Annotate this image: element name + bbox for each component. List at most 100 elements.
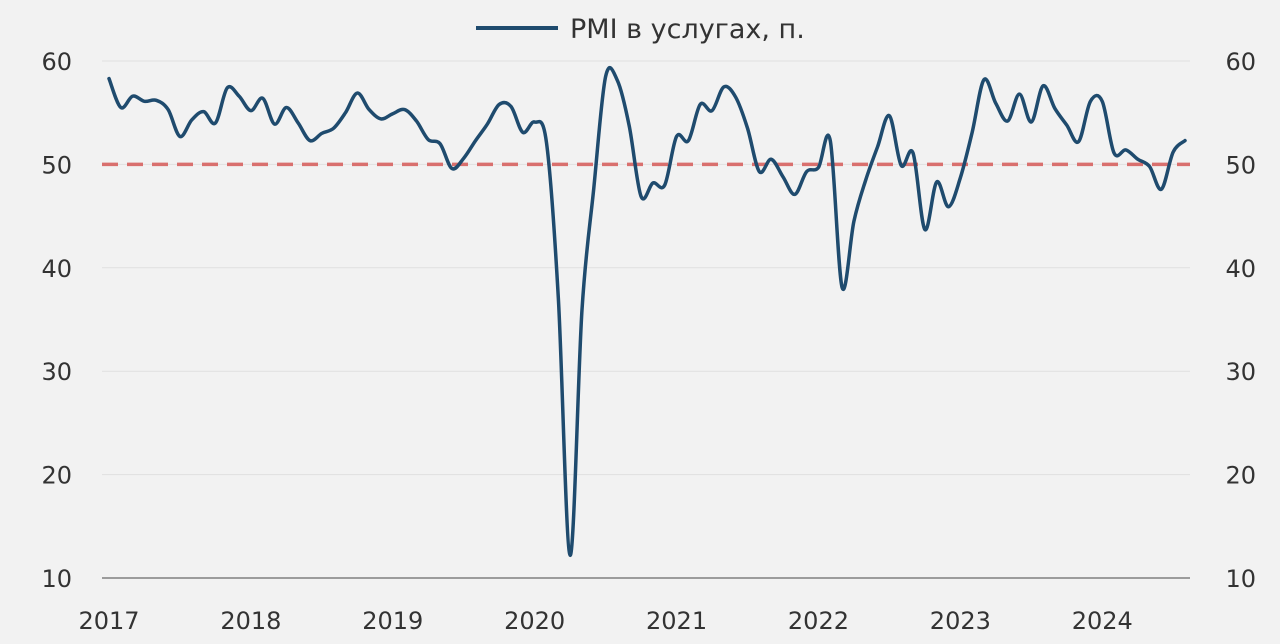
data-point bbox=[1088, 99, 1092, 103]
data-point bbox=[1148, 164, 1152, 168]
data-point bbox=[994, 101, 998, 105]
data-point bbox=[190, 118, 194, 122]
data-point bbox=[154, 98, 158, 102]
y-tick-label-right: 50 bbox=[1225, 151, 1256, 179]
y-tick-label-left: 20 bbox=[41, 462, 72, 490]
data-point bbox=[391, 112, 395, 116]
data-point bbox=[615, 79, 619, 83]
data-point bbox=[935, 180, 939, 184]
y-tick-label-left: 10 bbox=[41, 565, 72, 593]
data-point bbox=[367, 108, 371, 112]
data-point bbox=[556, 296, 560, 300]
data-point bbox=[580, 308, 584, 312]
data-point bbox=[663, 183, 667, 187]
data-point bbox=[213, 121, 217, 125]
data-point bbox=[497, 102, 501, 106]
data-point bbox=[1112, 151, 1116, 155]
data-point bbox=[273, 122, 277, 126]
data-point bbox=[1029, 120, 1033, 124]
data-point bbox=[1065, 123, 1069, 127]
data-point bbox=[887, 114, 891, 118]
data-point bbox=[521, 130, 525, 134]
y-axis-left: 10 20 30 40 50 60 bbox=[41, 48, 72, 593]
data-point bbox=[426, 138, 430, 142]
data-point bbox=[320, 131, 324, 135]
x-axis: 2017 2018 2019 2020 2021 2022 2023 2024 bbox=[78, 607, 1132, 635]
legend-label: PMI в услугах, п. bbox=[570, 14, 805, 45]
data-point bbox=[592, 186, 596, 190]
data-point bbox=[805, 170, 809, 174]
data-point bbox=[202, 110, 206, 114]
data-point bbox=[757, 170, 761, 174]
data-point bbox=[178, 134, 182, 138]
data-point bbox=[249, 109, 253, 113]
y-axis-right: 10 20 30 40 50 60 bbox=[1225, 48, 1256, 593]
x-tick-label: 2021 bbox=[646, 607, 707, 635]
x-tick-label: 2024 bbox=[1072, 607, 1133, 635]
data-point bbox=[485, 122, 489, 126]
data-point bbox=[698, 102, 702, 106]
data-point bbox=[462, 156, 466, 160]
data-point bbox=[923, 228, 927, 232]
data-point bbox=[261, 96, 265, 100]
data-point bbox=[734, 95, 738, 99]
data-point bbox=[1053, 107, 1057, 111]
y-tick-label-right: 30 bbox=[1225, 358, 1256, 386]
data-point bbox=[332, 126, 336, 130]
data-point bbox=[970, 130, 974, 134]
data-point bbox=[568, 553, 572, 557]
data-point bbox=[911, 151, 915, 155]
y-tick-label-right: 60 bbox=[1225, 48, 1256, 76]
data-point bbox=[131, 94, 135, 98]
y-tick-label-left: 30 bbox=[41, 358, 72, 386]
data-point bbox=[876, 145, 880, 149]
data-point bbox=[746, 126, 750, 130]
data-point bbox=[119, 106, 123, 110]
data-point bbox=[769, 157, 773, 161]
data-point bbox=[450, 167, 454, 171]
series-line-pmi-services bbox=[107, 66, 1187, 558]
y-tick-label-right: 10 bbox=[1225, 565, 1256, 593]
x-tick-label: 2017 bbox=[78, 607, 139, 635]
data-point bbox=[355, 91, 359, 95]
data-point bbox=[1136, 157, 1140, 161]
x-tick-label: 2022 bbox=[788, 607, 849, 635]
data-point bbox=[781, 175, 785, 179]
data-point bbox=[142, 99, 146, 103]
data-point bbox=[1041, 84, 1045, 88]
data-point bbox=[1171, 150, 1175, 154]
data-point bbox=[947, 205, 951, 209]
data-point bbox=[840, 285, 844, 289]
data-point bbox=[686, 139, 690, 143]
data-point bbox=[474, 139, 478, 143]
data-point bbox=[958, 176, 962, 180]
y-tick-label-right: 20 bbox=[1225, 462, 1256, 490]
data-point bbox=[343, 111, 347, 115]
data-point bbox=[639, 194, 643, 198]
data-point bbox=[237, 94, 241, 98]
x-tick-label: 2019 bbox=[362, 607, 423, 635]
data-point bbox=[816, 166, 820, 170]
x-tick-label: 2018 bbox=[220, 607, 281, 635]
data-point bbox=[1124, 148, 1128, 152]
x-tick-label: 2023 bbox=[930, 607, 991, 635]
data-point bbox=[899, 163, 903, 167]
y-tick-label-left: 60 bbox=[41, 48, 72, 76]
data-point bbox=[675, 134, 679, 138]
y-tick-label-left: 50 bbox=[41, 151, 72, 179]
data-point bbox=[544, 141, 548, 145]
data-point bbox=[533, 120, 537, 124]
data-point bbox=[403, 108, 407, 112]
data-point bbox=[308, 139, 312, 143]
data-point bbox=[1006, 119, 1010, 123]
data-point bbox=[509, 105, 513, 109]
y-tick-label-right: 40 bbox=[1225, 255, 1256, 283]
data-point bbox=[710, 109, 714, 113]
legend: PMI в услугах, п. bbox=[476, 14, 805, 45]
data-point bbox=[793, 192, 797, 196]
data-point bbox=[1077, 140, 1081, 144]
data-point bbox=[284, 106, 288, 110]
y-tick-label-left: 40 bbox=[41, 255, 72, 283]
